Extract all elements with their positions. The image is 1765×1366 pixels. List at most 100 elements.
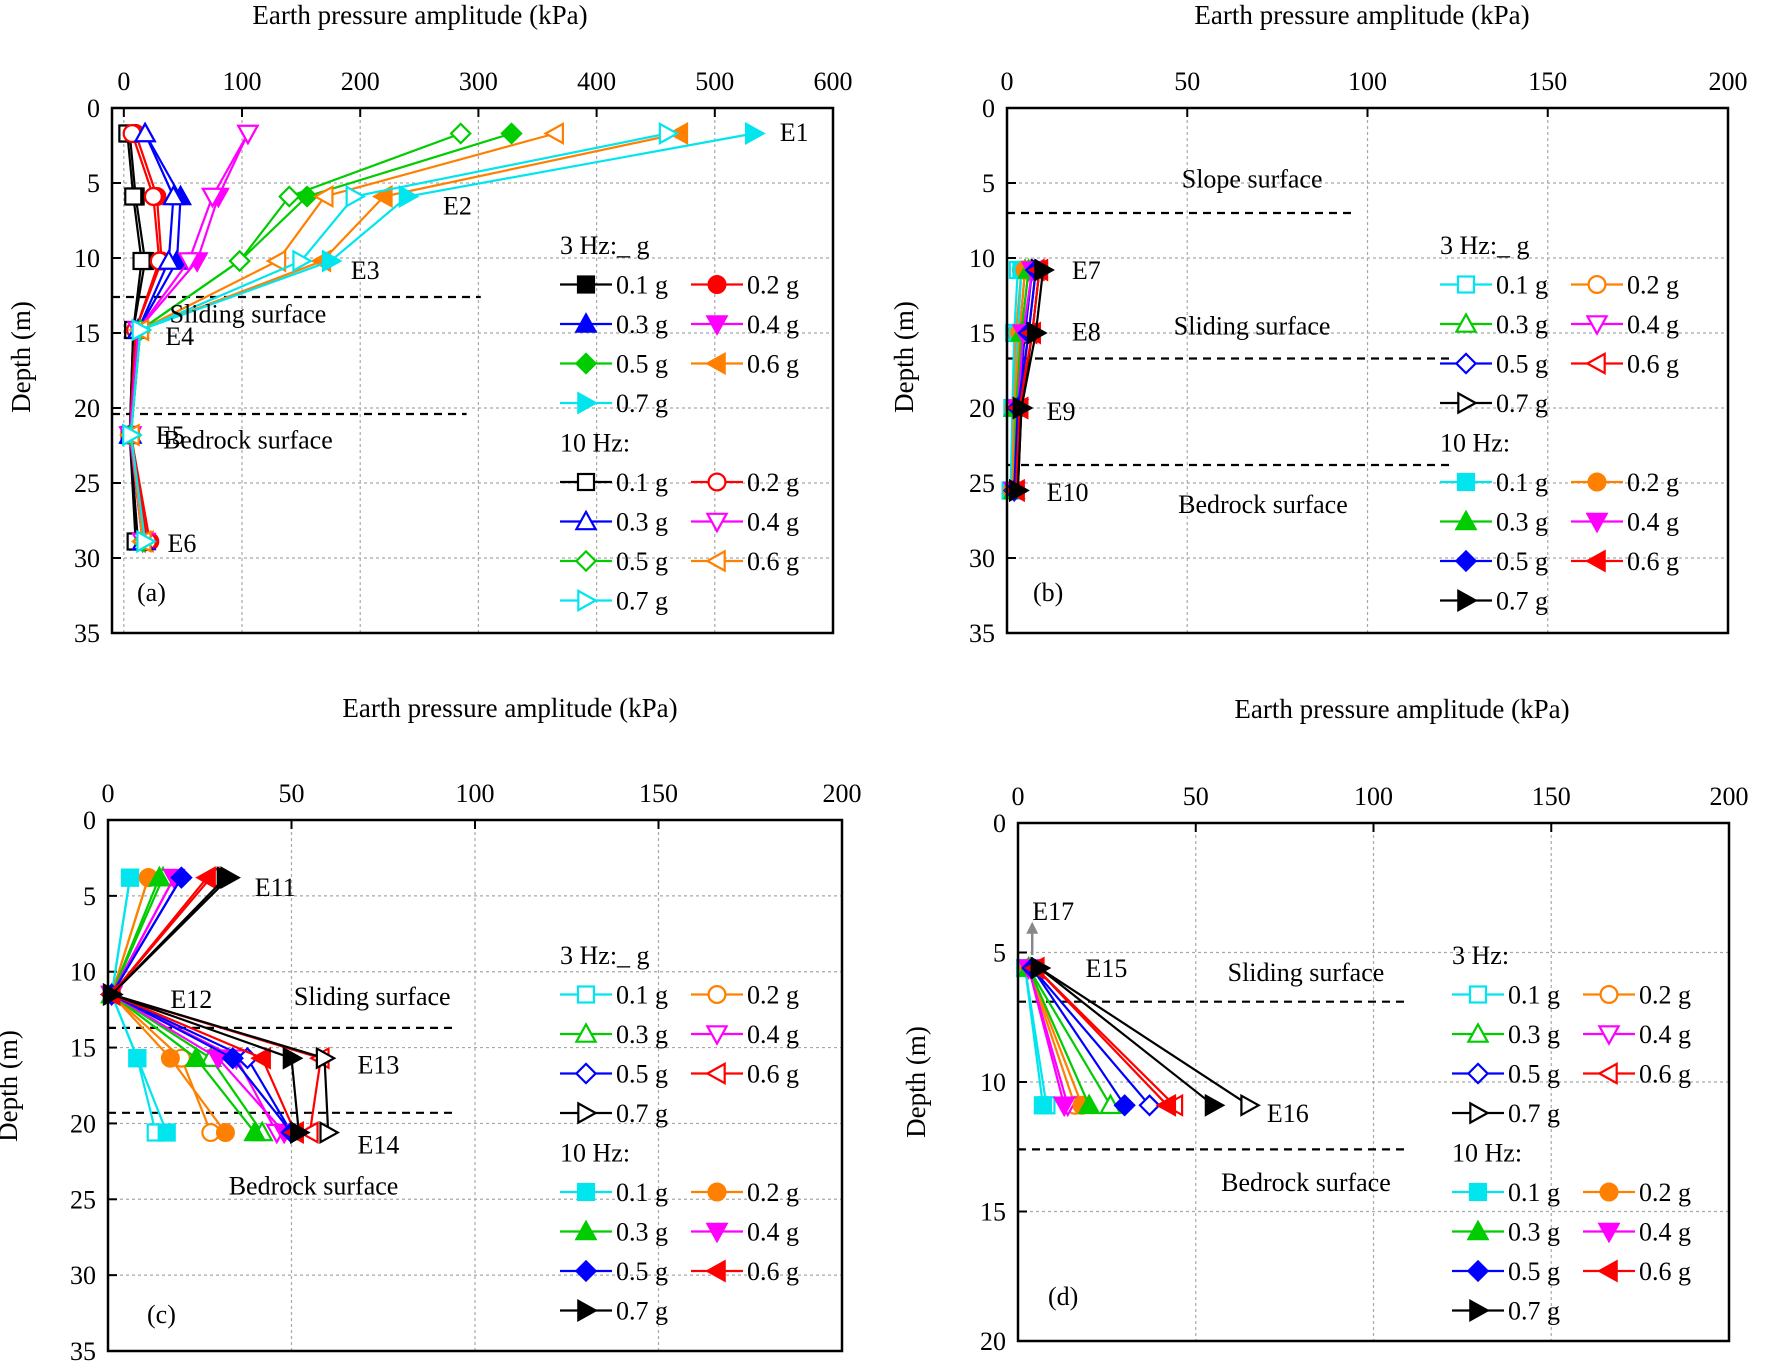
y-tick-label: 15 <box>70 1034 96 1063</box>
data-point <box>128 1049 147 1068</box>
legend-marker <box>577 391 598 415</box>
plot-frame <box>1016 821 1731 1343</box>
series-line <box>1027 967 1112 1106</box>
legend-marker <box>1469 1299 1490 1322</box>
data-point <box>1113 1094 1136 1117</box>
data-point <box>157 1123 176 1142</box>
data-point <box>282 1046 304 1070</box>
legend-marker <box>1597 1222 1621 1244</box>
legend-label: 0.6 g <box>1639 1257 1691 1286</box>
y-tick-label: 25 <box>74 469 100 498</box>
plot-frame <box>1005 106 1730 635</box>
y-tick-label: 0 <box>982 94 995 123</box>
legend-label: 0.3 g <box>616 310 668 339</box>
data-point <box>398 185 420 208</box>
data-point <box>658 122 680 145</box>
series-line <box>129 132 556 542</box>
series-line <box>1038 967 1250 1107</box>
legend-label: 0.5 g <box>616 1060 668 1089</box>
legend-marker <box>1468 1182 1488 1202</box>
series-line <box>109 876 330 1133</box>
legend-marker <box>1466 1062 1490 1085</box>
y-tick-label: 35 <box>70 1337 96 1366</box>
data-point <box>132 251 151 271</box>
data-point <box>243 1120 267 1142</box>
series-line <box>109 876 300 1133</box>
series-line <box>1027 967 1076 1106</box>
legend-marker <box>705 1062 726 1085</box>
y-tick-label: 30 <box>74 544 100 573</box>
legend-label: 0.5 g <box>1508 1257 1560 1286</box>
legend-marker <box>1466 1022 1490 1043</box>
layer-annotation: Sliding surface <box>170 300 327 329</box>
sensor-label: E12 <box>170 985 212 1014</box>
data-point <box>321 249 343 273</box>
y-axis-title: Depth (m) <box>889 301 919 413</box>
series-line <box>1034 967 1169 1107</box>
data-point <box>216 866 238 890</box>
legend-marker <box>707 275 727 295</box>
legend-label: 0.1 g <box>1496 468 1548 497</box>
legend-label: 0.1 g <box>616 271 668 300</box>
legend-label: 0.4 g <box>747 310 799 339</box>
legend-header: 10 Hz: <box>1452 1139 1522 1168</box>
data-point <box>265 249 287 273</box>
legend-marker <box>1457 589 1478 612</box>
legend-marker <box>1454 352 1478 375</box>
series-line <box>126 133 143 542</box>
sensor-label: E8 <box>1072 318 1101 347</box>
data-point <box>1240 1093 1261 1117</box>
legend-marker <box>707 1182 727 1202</box>
legend-label: 0.4 g <box>747 508 799 537</box>
legend-marker <box>1597 1259 1618 1283</box>
y-axis-title: Depth (m) <box>0 1030 23 1142</box>
legend-marker <box>574 1022 598 1043</box>
legend-marker <box>1456 472 1476 492</box>
legend-marker <box>705 1222 729 1244</box>
legend-label: 0.4 g <box>1627 310 1679 339</box>
y-tick-label: 30 <box>70 1261 96 1290</box>
legend-marker <box>1454 312 1478 333</box>
legend-marker <box>705 315 729 336</box>
data-point <box>184 1046 208 1067</box>
legend-marker <box>1587 472 1607 492</box>
x-tick-label: 150 <box>1528 67 1567 96</box>
legend-marker <box>1454 509 1478 531</box>
y-tick-label: 0 <box>83 806 96 835</box>
series-line <box>1027 967 1091 1106</box>
x-tick-label: 500 <box>695 67 734 96</box>
sensor-label: E11 <box>255 873 296 902</box>
x-axis-title: Earth pressure amplitude (kPa) <box>342 693 677 723</box>
x-tick-label: 50 <box>1174 67 1200 96</box>
legend-marker <box>574 312 598 333</box>
panel-label: (b) <box>1033 578 1063 607</box>
y-tick-label: 5 <box>83 882 96 911</box>
data-point <box>200 187 224 209</box>
legend-label: 0.2 g <box>747 981 799 1010</box>
plot-frame <box>106 818 844 1353</box>
x-tick-label: 200 <box>1710 782 1749 811</box>
data-point <box>543 122 565 145</box>
y-tick-label: 25 <box>70 1185 96 1214</box>
series-line <box>1038 967 1215 1107</box>
legend-label: 0.2 g <box>1639 1178 1691 1207</box>
y-tick-label: 20 <box>969 394 995 423</box>
series-line <box>1024 967 1044 1106</box>
legend-label: 0.6 g <box>747 1060 799 1089</box>
legend-header: 3 Hz:_ g <box>560 941 650 970</box>
data-point <box>1030 956 1052 980</box>
legend-marker <box>1585 512 1609 534</box>
data-point <box>345 185 367 208</box>
data-point <box>236 124 260 146</box>
panel-a: 0 100 200 300 400 500 600 0 5 10 15 20 25 30 35 Earth p… <box>6 0 853 648</box>
y-tick-label: 0 <box>87 94 100 123</box>
legend-label: 0.6 g <box>1639 1060 1691 1089</box>
legend-label: 0.6 g <box>1627 350 1679 379</box>
data-point <box>1077 1093 1101 1115</box>
legend-marker <box>574 1062 598 1085</box>
legend-marker <box>574 1219 598 1241</box>
e17-arrow-head <box>1026 921 1039 934</box>
sensor-label: E15 <box>1086 954 1128 983</box>
legend-label: 0.5 g <box>616 547 668 576</box>
panel-label: (a) <box>137 578 166 607</box>
